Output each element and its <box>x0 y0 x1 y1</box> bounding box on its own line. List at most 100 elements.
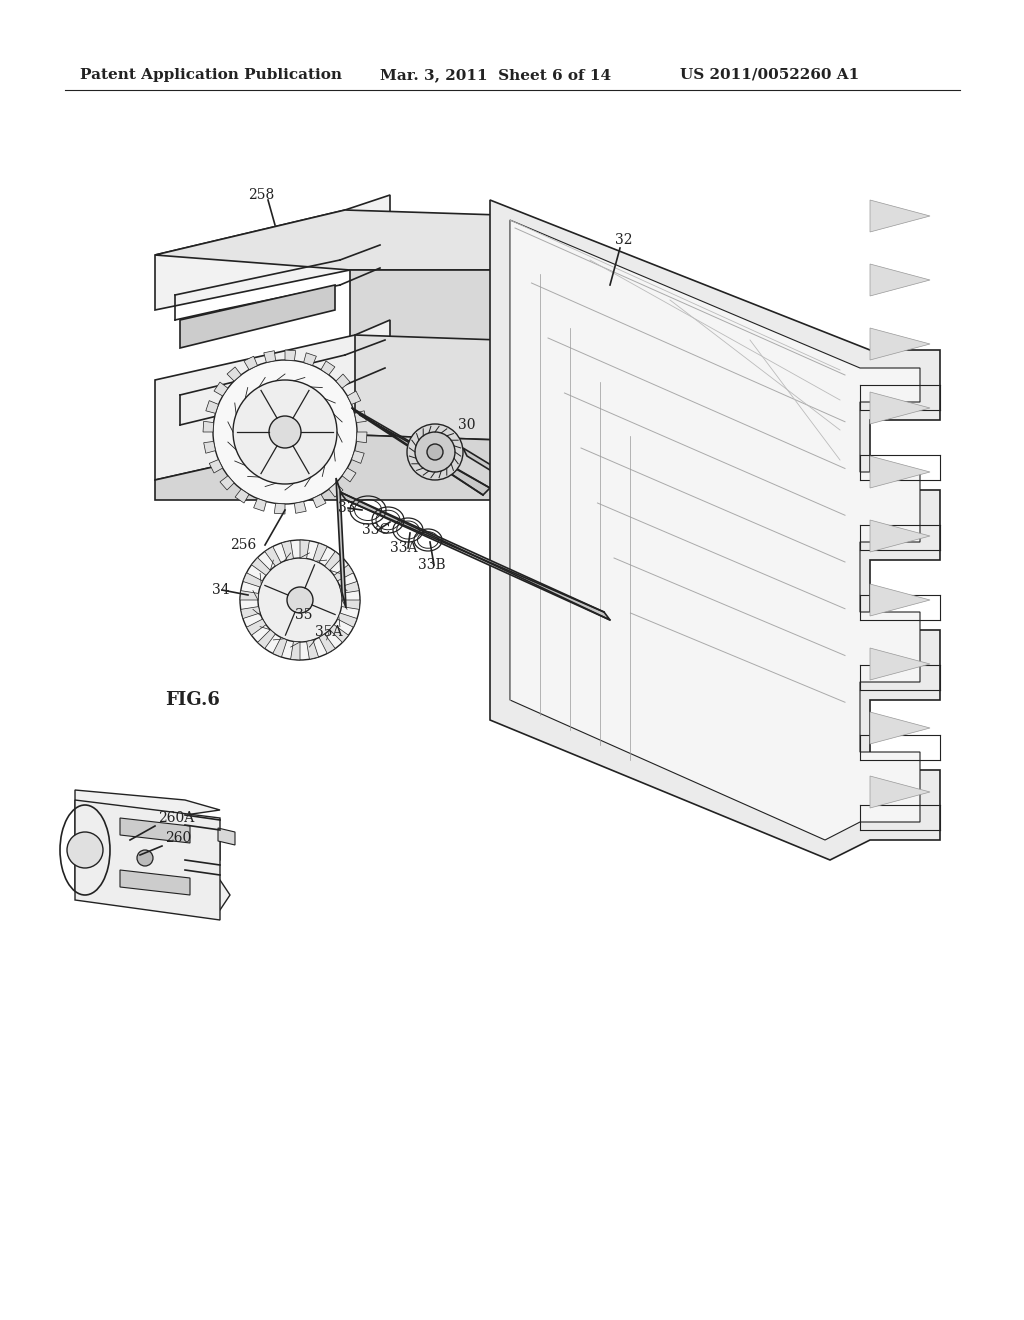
Polygon shape <box>350 271 500 380</box>
Polygon shape <box>204 441 215 453</box>
Text: 35A: 35A <box>315 624 342 639</box>
Polygon shape <box>265 546 281 566</box>
Text: 258: 258 <box>248 187 274 202</box>
Polygon shape <box>244 356 257 370</box>
Polygon shape <box>329 483 343 498</box>
Polygon shape <box>304 352 316 366</box>
Polygon shape <box>319 634 335 653</box>
Circle shape <box>240 540 360 660</box>
Circle shape <box>415 432 455 473</box>
Circle shape <box>427 444 443 459</box>
Polygon shape <box>203 421 214 432</box>
Circle shape <box>407 424 463 480</box>
Polygon shape <box>241 607 260 619</box>
Polygon shape <box>321 360 335 375</box>
Polygon shape <box>285 350 296 360</box>
Polygon shape <box>206 400 218 413</box>
Polygon shape <box>155 195 390 310</box>
Polygon shape <box>313 543 328 562</box>
Polygon shape <box>340 492 610 620</box>
Polygon shape <box>243 573 262 587</box>
Polygon shape <box>870 648 930 680</box>
Polygon shape <box>870 264 930 296</box>
Polygon shape <box>218 828 234 845</box>
Polygon shape <box>247 619 266 635</box>
Polygon shape <box>282 541 294 560</box>
Polygon shape <box>254 499 266 511</box>
Polygon shape <box>240 590 258 601</box>
Polygon shape <box>220 475 234 490</box>
Polygon shape <box>264 351 275 363</box>
Polygon shape <box>155 319 390 480</box>
Circle shape <box>562 502 598 539</box>
Polygon shape <box>306 640 318 659</box>
Polygon shape <box>334 565 353 581</box>
Polygon shape <box>336 374 350 388</box>
Polygon shape <box>75 800 220 920</box>
Polygon shape <box>354 411 367 422</box>
Polygon shape <box>340 581 359 594</box>
Text: 33B: 33B <box>418 558 445 572</box>
Polygon shape <box>75 789 230 909</box>
Polygon shape <box>560 506 610 536</box>
Polygon shape <box>338 612 357 627</box>
Polygon shape <box>347 391 360 404</box>
Polygon shape <box>870 711 930 744</box>
Polygon shape <box>294 502 306 513</box>
Polygon shape <box>291 642 300 660</box>
Polygon shape <box>180 285 335 348</box>
Circle shape <box>233 380 337 484</box>
Text: Patent Application Publication: Patent Application Publication <box>80 69 342 82</box>
Polygon shape <box>236 490 249 503</box>
Polygon shape <box>312 495 326 508</box>
Text: 32: 32 <box>615 234 633 247</box>
Text: FIG.6: FIG.6 <box>165 690 220 709</box>
Circle shape <box>287 587 313 612</box>
Text: 260A: 260A <box>158 810 195 825</box>
Polygon shape <box>120 870 190 895</box>
Polygon shape <box>351 450 365 463</box>
Polygon shape <box>155 436 500 500</box>
Polygon shape <box>274 503 285 513</box>
Polygon shape <box>870 520 930 552</box>
Polygon shape <box>214 381 228 396</box>
Polygon shape <box>120 818 190 843</box>
Circle shape <box>568 508 592 532</box>
Text: 33: 33 <box>338 502 355 515</box>
Polygon shape <box>258 630 275 648</box>
Polygon shape <box>352 408 490 495</box>
Text: US 2011/0052260 A1: US 2011/0052260 A1 <box>680 69 859 82</box>
Polygon shape <box>356 432 367 442</box>
Polygon shape <box>342 469 356 482</box>
Text: 30: 30 <box>458 418 475 432</box>
Polygon shape <box>870 327 930 360</box>
Circle shape <box>213 360 357 504</box>
Polygon shape <box>510 220 920 840</box>
Polygon shape <box>870 583 930 616</box>
Polygon shape <box>330 624 348 643</box>
Text: Mar. 3, 2011  Sheet 6 of 14: Mar. 3, 2011 Sheet 6 of 14 <box>380 69 611 82</box>
Polygon shape <box>155 210 500 271</box>
Polygon shape <box>870 776 930 808</box>
Polygon shape <box>272 638 287 657</box>
Polygon shape <box>870 392 930 424</box>
Text: 33C: 33C <box>362 523 390 537</box>
Text: 34: 34 <box>212 583 229 597</box>
Text: 33A: 33A <box>390 541 418 554</box>
Polygon shape <box>341 601 360 610</box>
Polygon shape <box>870 201 930 232</box>
Polygon shape <box>325 552 342 570</box>
Polygon shape <box>870 455 930 488</box>
Polygon shape <box>490 201 940 861</box>
Polygon shape <box>336 478 346 609</box>
Polygon shape <box>300 540 309 558</box>
Circle shape <box>269 416 301 447</box>
Polygon shape <box>463 447 565 516</box>
Polygon shape <box>227 367 242 381</box>
Text: 35: 35 <box>295 609 312 622</box>
Text: 256: 256 <box>230 539 256 552</box>
Circle shape <box>137 850 153 866</box>
Polygon shape <box>355 335 500 440</box>
Circle shape <box>67 832 103 869</box>
Circle shape <box>258 558 342 642</box>
